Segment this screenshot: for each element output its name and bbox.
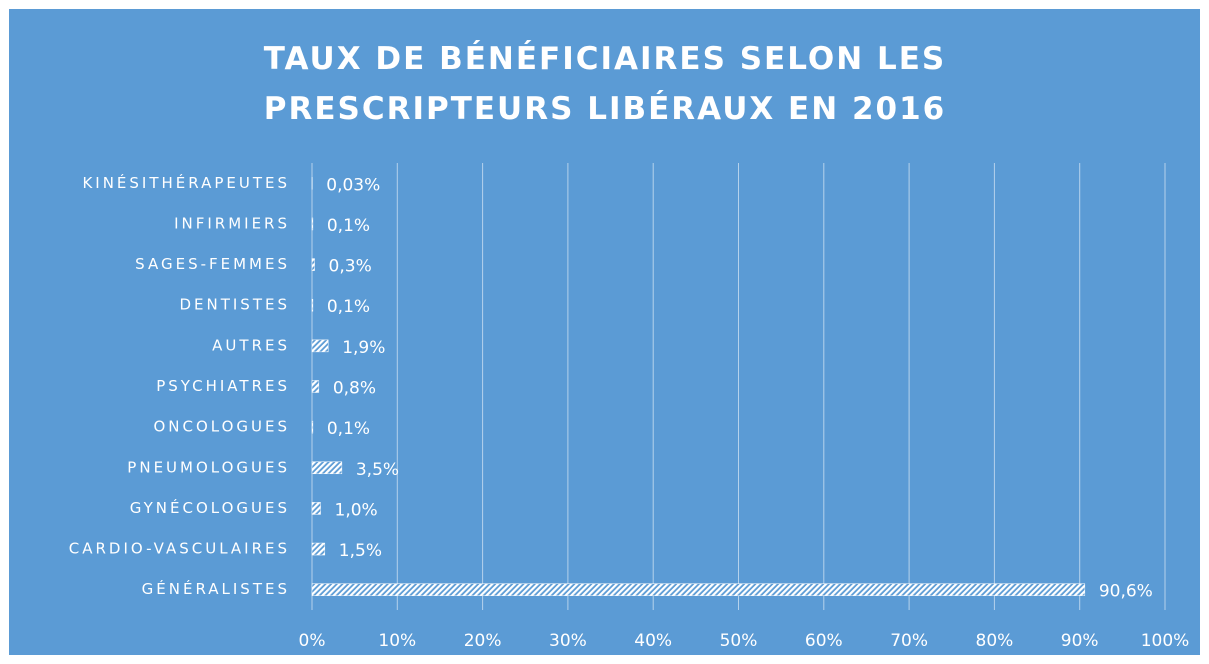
x-tick-label: 20%	[464, 631, 502, 651]
x-tick-label: 70%	[890, 631, 928, 651]
y-tick-label: CARDIO-VASCULAIRES	[69, 540, 290, 558]
bar	[311, 502, 321, 515]
x-tick-label: 10%	[378, 631, 416, 651]
value-label: 0,1%	[327, 297, 370, 317]
x-tick-label: 90%	[1061, 631, 1099, 651]
x-tick-label: 60%	[805, 631, 843, 651]
value-label: 1,5%	[339, 541, 382, 561]
x-tick-label: 0%	[299, 631, 326, 651]
y-tick-label: DENTISTES	[179, 296, 290, 314]
bar	[311, 461, 343, 475]
bar	[311, 542, 326, 556]
x-tick-label: 30%	[549, 631, 587, 651]
bar	[311, 298, 314, 312]
value-label: 0,3%	[329, 257, 372, 277]
value-label: 0,1%	[327, 419, 370, 439]
y-tick-label: KINÉSITHÉRAPEUTES	[82, 173, 290, 192]
x-tick-label: 50%	[720, 631, 758, 651]
y-tick-label: PNEUMOLOGUES	[127, 458, 290, 476]
bar	[311, 339, 329, 353]
y-tick-label: GYNÉCOLOGUES	[130, 498, 290, 517]
x-tick-label: 100%	[1141, 631, 1190, 651]
y-tick-label: INFIRMIERS	[174, 214, 290, 232]
bar	[311, 258, 315, 271]
x-tick-label: 80%	[976, 631, 1014, 651]
value-label: 0,1%	[327, 216, 370, 236]
chart-title: TAUX DE BÉNÉFICIAIRES SELON LES PRESCRIP…	[263, 41, 947, 127]
value-label: 1,9%	[342, 338, 385, 358]
value-label: 90,6%	[1099, 582, 1153, 602]
y-tick-label: PSYCHIATRES	[156, 377, 290, 395]
y-tick-label: SAGES-FEMMES	[135, 255, 290, 273]
bar	[311, 583, 1086, 596]
value-label: 3,5%	[356, 460, 399, 480]
value-label: 0,8%	[333, 379, 376, 399]
y-tick-label: GÉNÉRALISTES	[142, 579, 290, 598]
bar	[311, 380, 320, 393]
value-label: 0,03%	[326, 175, 380, 195]
y-tick-label: AUTRES	[212, 336, 290, 354]
background	[9, 9, 1200, 655]
y-tick-label: ONCOLOGUES	[153, 418, 290, 436]
x-tick-label: 40%	[634, 631, 672, 651]
bar	[311, 217, 314, 231]
value-label: 1,0%	[335, 500, 378, 520]
bar	[311, 420, 314, 434]
